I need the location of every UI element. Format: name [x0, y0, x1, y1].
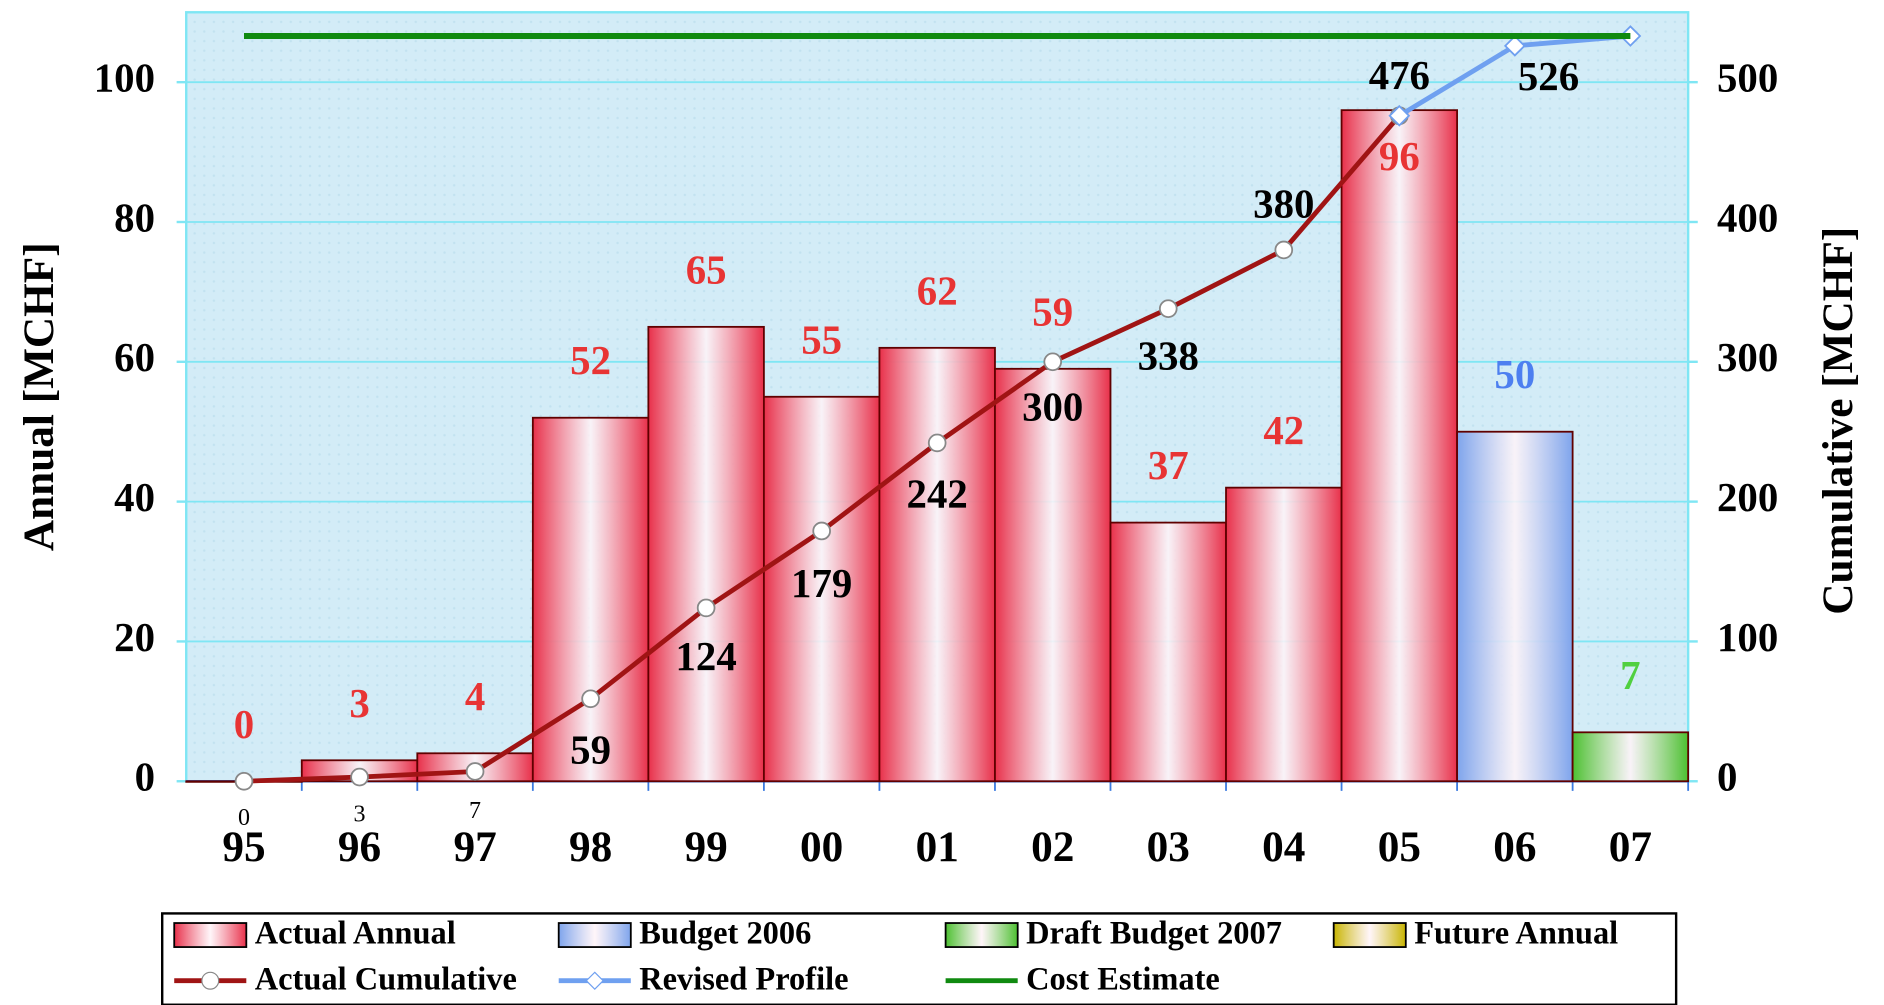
cumulative-label: 124	[675, 634, 736, 679]
legend-label: Draft Budget 2007	[1026, 916, 1282, 952]
x-tick-label: 95	[222, 823, 265, 871]
legend-marker	[585, 971, 605, 990]
bar-value-label: 62	[917, 268, 958, 313]
legend-swatch	[944, 922, 1019, 948]
legend-label: Revised Profile	[639, 961, 848, 997]
x-tick-label: 05	[1378, 823, 1421, 871]
y2-tick-label: 100	[1717, 615, 1778, 660]
cumulative-label: 338	[1138, 334, 1199, 379]
y-tick-label: 20	[114, 615, 155, 660]
bar-value-label: 65	[686, 247, 727, 292]
y-tick-label: 80	[114, 195, 155, 240]
cumulative-label: 7	[469, 798, 481, 824]
y2-axis-label: Cumulative [MCHF]	[1814, 227, 1862, 615]
x-tick-label: 99	[685, 823, 728, 871]
bar-value-label: 7	[1620, 653, 1640, 698]
cumulative-label: 242	[907, 472, 968, 517]
bar-value-label: 59	[1032, 289, 1073, 334]
x-tick-label: 98	[569, 823, 612, 871]
y-tick-label: 0	[135, 755, 155, 800]
bar-value-label: 96	[1379, 134, 1420, 179]
y2-tick-label: 500	[1717, 56, 1778, 101]
bar	[878, 346, 996, 783]
bar	[1571, 731, 1690, 783]
y2-tick-label: 400	[1717, 195, 1778, 240]
bar-value-label: 3	[349, 681, 369, 726]
marker	[1158, 299, 1178, 318]
bar-value-label: 52	[570, 338, 611, 383]
bar-value-label: 55	[801, 317, 842, 362]
x-tick-label: 01	[916, 823, 959, 871]
legend-label: Actual Cumulative	[255, 961, 517, 997]
cumulative-label: 0	[238, 805, 250, 831]
marker	[696, 598, 716, 618]
y-tick-label: 40	[114, 475, 155, 520]
bar-value-label: 50	[1494, 352, 1535, 397]
cumulative-label: 179	[791, 561, 852, 606]
y2-tick-label: 0	[1717, 755, 1737, 800]
legend-label: Budget 2006	[639, 916, 811, 952]
marker	[927, 433, 947, 453]
legend-label: Cost Estimate	[1026, 961, 1220, 997]
legend-swatch	[1332, 922, 1407, 948]
legend-swatch	[557, 922, 632, 948]
marker	[812, 521, 831, 541]
legend-marker	[201, 971, 220, 990]
y2-tick-label: 300	[1717, 335, 1778, 380]
x-tick-label: 03	[1147, 823, 1190, 871]
cumulative-label: 59	[570, 727, 611, 772]
bar-value-label: 0	[234, 702, 254, 747]
cumulative-label: 526	[1518, 54, 1579, 99]
bar	[1340, 109, 1458, 783]
bar	[994, 367, 1112, 783]
bar	[762, 395, 881, 783]
marker	[1503, 34, 1526, 57]
marker	[581, 689, 600, 709]
x-tick-label: 97	[453, 823, 496, 871]
x-tick-label: 02	[1031, 823, 1074, 871]
y-tick-label: 100	[94, 56, 155, 101]
marker	[1388, 104, 1411, 127]
marker	[1043, 352, 1063, 372]
marker	[1274, 240, 1294, 260]
bar	[1109, 521, 1227, 783]
marker	[465, 762, 485, 781]
bar	[1225, 486, 1343, 783]
cumulative-label: 476	[1369, 53, 1430, 98]
legend-swatch	[173, 922, 248, 948]
legend	[161, 912, 1678, 1005]
marker	[350, 767, 369, 787]
bar-value-label: 37	[1148, 443, 1189, 488]
bar-value-label: 4	[465, 674, 485, 719]
x-tick-label: 06	[1493, 823, 1536, 871]
x-tick-label: 96	[338, 823, 381, 871]
cumulative-label: 300	[1022, 384, 1083, 429]
y2-tick-label: 200	[1717, 475, 1778, 520]
y-tick-label: 60	[114, 335, 155, 380]
cumulative-label: 380	[1253, 181, 1314, 226]
legend-label: Future Annual	[1414, 916, 1618, 952]
cumulative-label: 3	[354, 802, 366, 828]
x-tick-label: 00	[800, 823, 843, 871]
x-tick-label: 07	[1609, 823, 1652, 871]
bar-value-label: 42	[1263, 408, 1304, 453]
x-tick-label: 04	[1262, 823, 1305, 871]
bar	[647, 325, 765, 783]
marker	[234, 771, 254, 791]
bar	[1456, 430, 1574, 783]
legend-label: Actual Annual	[255, 916, 456, 952]
y-axis-label: Annual [MCHF]	[15, 242, 63, 551]
